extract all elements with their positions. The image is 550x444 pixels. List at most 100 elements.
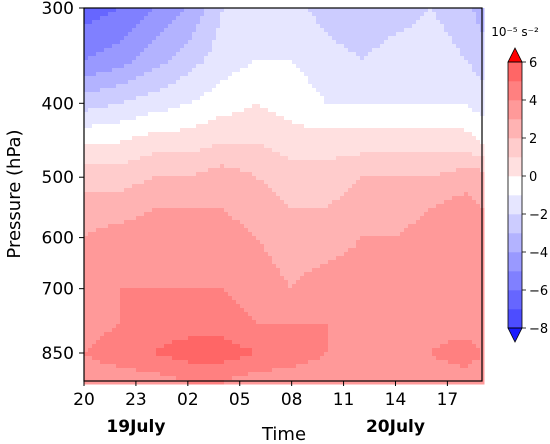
contour-cell — [324, 120, 329, 125]
contour-cell — [124, 68, 129, 73]
contour-cell — [352, 152, 357, 157]
contour-cell — [128, 36, 133, 41]
contour-cell — [192, 152, 197, 157]
contour-cell — [356, 152, 361, 157]
contour-cell — [288, 200, 293, 205]
contour-cell — [104, 64, 109, 69]
contour-cell — [448, 36, 453, 41]
contour-cell — [396, 172, 401, 177]
contour-cell — [444, 88, 449, 93]
contour-cell — [452, 40, 457, 45]
contour-cell — [196, 180, 201, 185]
contour-cell — [272, 164, 277, 169]
contour-cell — [368, 172, 373, 177]
contour-cell — [244, 196, 249, 201]
contour-cell — [396, 24, 401, 29]
contour-cell — [88, 140, 93, 145]
contour-cell — [252, 108, 257, 113]
contour-cell — [440, 144, 445, 149]
contour-cell — [168, 60, 173, 65]
contour-cell — [372, 32, 377, 37]
contour-cell — [304, 96, 309, 101]
contour-cell — [308, 108, 313, 113]
contour-cell — [348, 52, 353, 57]
contour-cell — [296, 136, 301, 141]
contour-cell — [260, 200, 265, 205]
contour-cell — [356, 196, 361, 201]
contour-cell — [140, 76, 145, 81]
contour-cell — [252, 44, 257, 49]
contour-cell — [388, 68, 393, 73]
contour-cell — [272, 80, 277, 85]
contour-cell — [136, 60, 141, 65]
contour-cell — [360, 72, 365, 77]
contour-cell — [180, 48, 185, 53]
contour-cell — [160, 108, 165, 113]
contour-cell — [208, 72, 213, 77]
contour-cell — [356, 112, 361, 117]
contour-cell — [184, 8, 189, 13]
contour-cell — [448, 112, 453, 117]
contour-cell — [368, 56, 373, 61]
contour-cell — [356, 48, 361, 53]
contour-cell — [200, 136, 205, 141]
contour-cell — [184, 20, 189, 25]
contour-cell — [196, 164, 201, 169]
contour-cell — [348, 168, 353, 173]
contour-cell — [152, 200, 157, 205]
contour-cell — [364, 64, 369, 69]
contour-cell — [204, 200, 209, 205]
contour-cell — [96, 108, 101, 113]
contour-cell — [332, 128, 337, 133]
contour-cell — [432, 144, 437, 149]
contour-cell — [304, 24, 309, 29]
contour-cell — [156, 40, 161, 45]
contour-cell — [276, 180, 281, 185]
contour-cell — [108, 88, 113, 93]
contour-cell — [136, 56, 141, 61]
contour-cell — [308, 148, 313, 153]
contour-cell — [308, 156, 313, 161]
contour-cell — [400, 204, 405, 209]
contour-cell — [476, 124, 481, 129]
contour-cell — [152, 8, 157, 13]
contour-cell — [276, 116, 281, 121]
contour-cell — [432, 48, 437, 53]
contour-cell — [236, 76, 241, 81]
contour-cell — [368, 148, 373, 153]
contour-cell — [216, 156, 221, 161]
contour-cell — [304, 160, 309, 165]
contour-cell — [468, 120, 473, 125]
contour-cell — [128, 64, 133, 69]
contour-cell — [180, 120, 185, 125]
contour-cell — [260, 136, 265, 141]
contour-cell — [420, 96, 425, 101]
contour-cell — [380, 20, 385, 25]
contour-cell — [144, 136, 149, 141]
contour-cell — [392, 120, 397, 125]
contour-cell — [356, 204, 361, 209]
contour-cell — [396, 124, 401, 129]
contour-cell — [272, 20, 277, 25]
contour-cell — [120, 20, 125, 25]
contour-cell — [284, 68, 289, 73]
contour-cell — [432, 152, 437, 157]
contour-cell — [132, 92, 137, 97]
contour-cell — [344, 160, 349, 165]
contour-cell — [412, 192, 417, 197]
contour-cell — [292, 144, 297, 149]
contour-cell — [284, 52, 289, 57]
contour-cell — [112, 28, 117, 33]
contour-cell — [196, 128, 201, 133]
contour-cell — [204, 88, 209, 93]
contour-cell — [152, 160, 157, 165]
contour-cell — [332, 176, 337, 181]
contour-cell — [176, 36, 181, 41]
contour-cell — [392, 108, 397, 113]
contour-cell — [168, 104, 173, 109]
contour-cell — [260, 84, 265, 89]
contour-cell — [128, 16, 133, 21]
contour-cell — [416, 120, 421, 125]
contour-cell — [308, 120, 313, 125]
contour-cell — [240, 72, 245, 77]
